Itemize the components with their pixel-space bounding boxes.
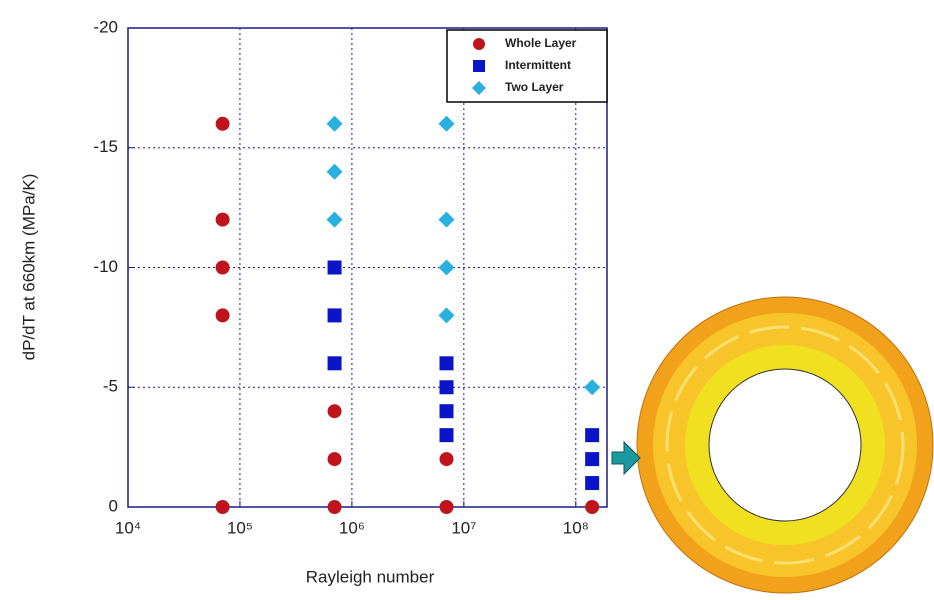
marker bbox=[473, 60, 485, 72]
y-tick-label: 0 bbox=[109, 496, 118, 515]
pointer-arrow bbox=[611, 440, 641, 476]
marker bbox=[215, 260, 230, 275]
marker bbox=[215, 212, 230, 227]
series bbox=[215, 116, 600, 514]
marker bbox=[327, 500, 342, 514]
marker bbox=[585, 500, 600, 514]
marker bbox=[327, 452, 342, 467]
marker bbox=[439, 380, 454, 395]
x-tick-label: 10⁷ bbox=[451, 518, 476, 537]
marker bbox=[584, 379, 601, 396]
series bbox=[327, 260, 600, 491]
x-tick-label: 10⁸ bbox=[563, 518, 589, 537]
marker bbox=[438, 211, 455, 228]
marker bbox=[473, 38, 485, 50]
legend-label: Whole Layer bbox=[505, 36, 577, 50]
legend-label: Two Layer bbox=[505, 80, 564, 94]
marker bbox=[439, 428, 454, 443]
marker bbox=[326, 163, 343, 180]
marker bbox=[439, 452, 454, 467]
y-axis-label: dP/dT at 660km (MPa/K) bbox=[19, 174, 38, 361]
marker bbox=[438, 259, 455, 276]
mantle-annulus bbox=[636, 296, 934, 594]
x-tick-label: 10⁶ bbox=[339, 518, 365, 537]
marker bbox=[439, 500, 454, 514]
marker bbox=[439, 404, 454, 419]
marker bbox=[215, 116, 230, 131]
marker bbox=[327, 308, 342, 323]
marker bbox=[585, 428, 600, 443]
x-tick-label: 10⁵ bbox=[227, 518, 253, 537]
y-tick-label: -15 bbox=[93, 137, 118, 156]
x-tick-label: 10⁴ bbox=[115, 518, 141, 537]
annulus-core bbox=[708, 368, 862, 522]
legend-label: Intermittent bbox=[505, 58, 571, 72]
marker bbox=[327, 356, 342, 371]
marker bbox=[327, 404, 342, 419]
marker bbox=[472, 81, 486, 95]
marker bbox=[585, 476, 600, 491]
marker bbox=[438, 115, 455, 132]
y-tick-label: -10 bbox=[93, 257, 118, 276]
marker bbox=[326, 115, 343, 132]
marker bbox=[438, 307, 455, 324]
marker bbox=[326, 211, 343, 228]
annulus-ring bbox=[665, 325, 905, 565]
marker bbox=[215, 308, 230, 323]
marker bbox=[439, 356, 454, 371]
y-tick-label: -20 bbox=[93, 17, 118, 36]
y-tick-label: -5 bbox=[103, 377, 118, 396]
marker bbox=[327, 260, 342, 275]
series bbox=[326, 115, 601, 396]
marker bbox=[215, 500, 230, 514]
x-axis-label: Rayleigh number bbox=[306, 567, 435, 586]
marker bbox=[585, 452, 600, 467]
